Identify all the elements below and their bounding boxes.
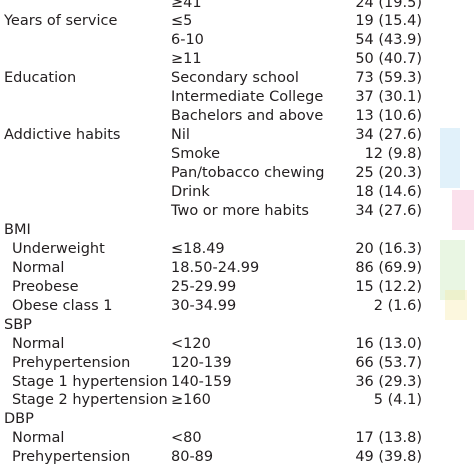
highlight [452,190,474,230]
row-category: Intermediate College [171,89,324,106]
row-category: Pan/tobacco chewing [171,165,325,182]
row-value: 16 (13.0) [355,335,422,352]
row-category: ≥41 [171,0,202,11]
highlight [445,290,467,320]
row-variable: DBP [4,411,34,428]
row-item: Underweight [12,240,105,257]
row-value: 13 (10.6) [355,108,422,125]
row-value: 25 (20.3) [355,165,422,182]
row-value: 54 (43.9) [355,32,422,49]
row-variable: Addictive habits [4,127,121,144]
highlight [440,128,460,188]
row-category: ≤18.49 [171,240,225,257]
row-variable: BMI [4,221,31,238]
row-category: 140-159 [171,373,232,390]
row-value: 37 (30.1) [355,89,422,106]
row-category: Drink [171,184,210,200]
row-category: 25-29.99 [171,278,237,295]
row-category: ≤5 [171,13,193,30]
row-category: Two or more habits [171,202,309,219]
row-category: <80 [171,430,202,447]
row-value: 34 (27.6) [355,202,422,219]
row-value: 49 (39.8) [355,449,422,466]
row-category: 80-89 [171,449,214,466]
row-item: Stage 1 hypertension [12,373,168,390]
highlight [440,240,465,300]
row-value: 24 (19.5) [355,0,422,11]
row-item: Normal [12,335,65,352]
row-category: 30-34.99 [171,297,237,314]
row-value: 73 (59.3) [355,70,422,87]
row-variable: Years of service [4,13,118,30]
row-category: Smoke [171,146,221,163]
row-value: 36 (29.3) [355,373,422,390]
row-category: 120-139 [171,354,232,371]
row-item: Preobese [12,278,79,295]
row-value: 18 (14.6) [355,184,422,200]
row-value: 66 (53.7) [355,354,422,371]
row-category: <120 [171,335,211,352]
row-value: 5 (4.1) [373,392,422,409]
row-item: Normal [12,259,65,276]
row-item: Normal [12,430,65,447]
row-value: 2 (1.6) [373,297,422,314]
row-item: Prehypertension [12,354,131,371]
row-category: Bachelors and above [171,108,324,125]
row-value: 86 (69.9) [355,259,422,276]
row-value: 50 (40.7) [355,51,422,68]
row-category: 18.50-24.99 [171,259,260,276]
row-value: 20 (16.3) [355,240,422,257]
row-variable: SBP [4,316,32,333]
row-item: Obese class 1 [12,297,113,314]
row-value: 19 (15.4) [355,13,422,30]
row-value: 12 (9.8) [364,146,422,163]
row-variable: Education [4,70,77,87]
row-value: 15 (12.2) [355,278,422,295]
row-value: 17 (13.8) [355,430,422,447]
row-item: Prehypertension [12,449,131,466]
row-category: Nil [171,127,190,144]
row-category: Secondary school [171,70,299,87]
row-item: Stage 2 hypertension [12,392,168,409]
row-category: ≥160 [171,392,211,409]
row-value: 34 (27.6) [355,127,422,144]
row-category: 6-10 [171,32,204,49]
row-category: ≥11 [171,51,202,68]
